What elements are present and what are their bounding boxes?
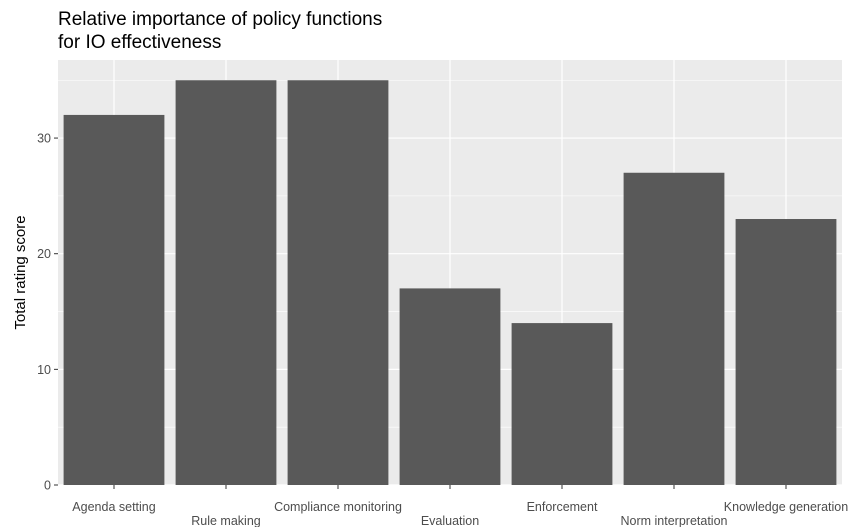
y-axis-title: Total rating score	[12, 215, 29, 329]
x-tick-label: Rule making	[191, 514, 261, 527]
x-tick-label: Enforcement	[527, 500, 598, 514]
x-tick-label: Knowledge generation	[724, 500, 848, 514]
y-axis: 0 10 20 30	[37, 132, 58, 493]
y-tick-label: 30	[37, 132, 51, 146]
bars	[63, 80, 837, 485]
bar-2	[175, 80, 277, 485]
y-tick-label: 0	[44, 479, 51, 493]
bar-5	[511, 323, 613, 485]
bar-1	[63, 114, 165, 485]
x-tick-label: Agenda setting	[72, 500, 155, 514]
chart-title-line-2: for IO effectiveness	[58, 32, 221, 53]
bar-4	[399, 288, 501, 485]
x-axis: Agenda setting Rule making Compliance moni…	[72, 485, 848, 527]
chart-title-line-1: Relative importance of policy functions	[58, 9, 382, 30]
bar-3	[287, 80, 389, 485]
x-tick-label: Norm interpretation	[621, 514, 728, 527]
x-tick-label: Evaluation	[421, 514, 479, 527]
y-tick-label: 20	[37, 247, 51, 261]
bar-7	[735, 219, 837, 485]
y-tick-label: 10	[37, 363, 51, 377]
bar-6	[623, 172, 725, 485]
x-tick-label: Compliance monitoring	[274, 500, 402, 514]
